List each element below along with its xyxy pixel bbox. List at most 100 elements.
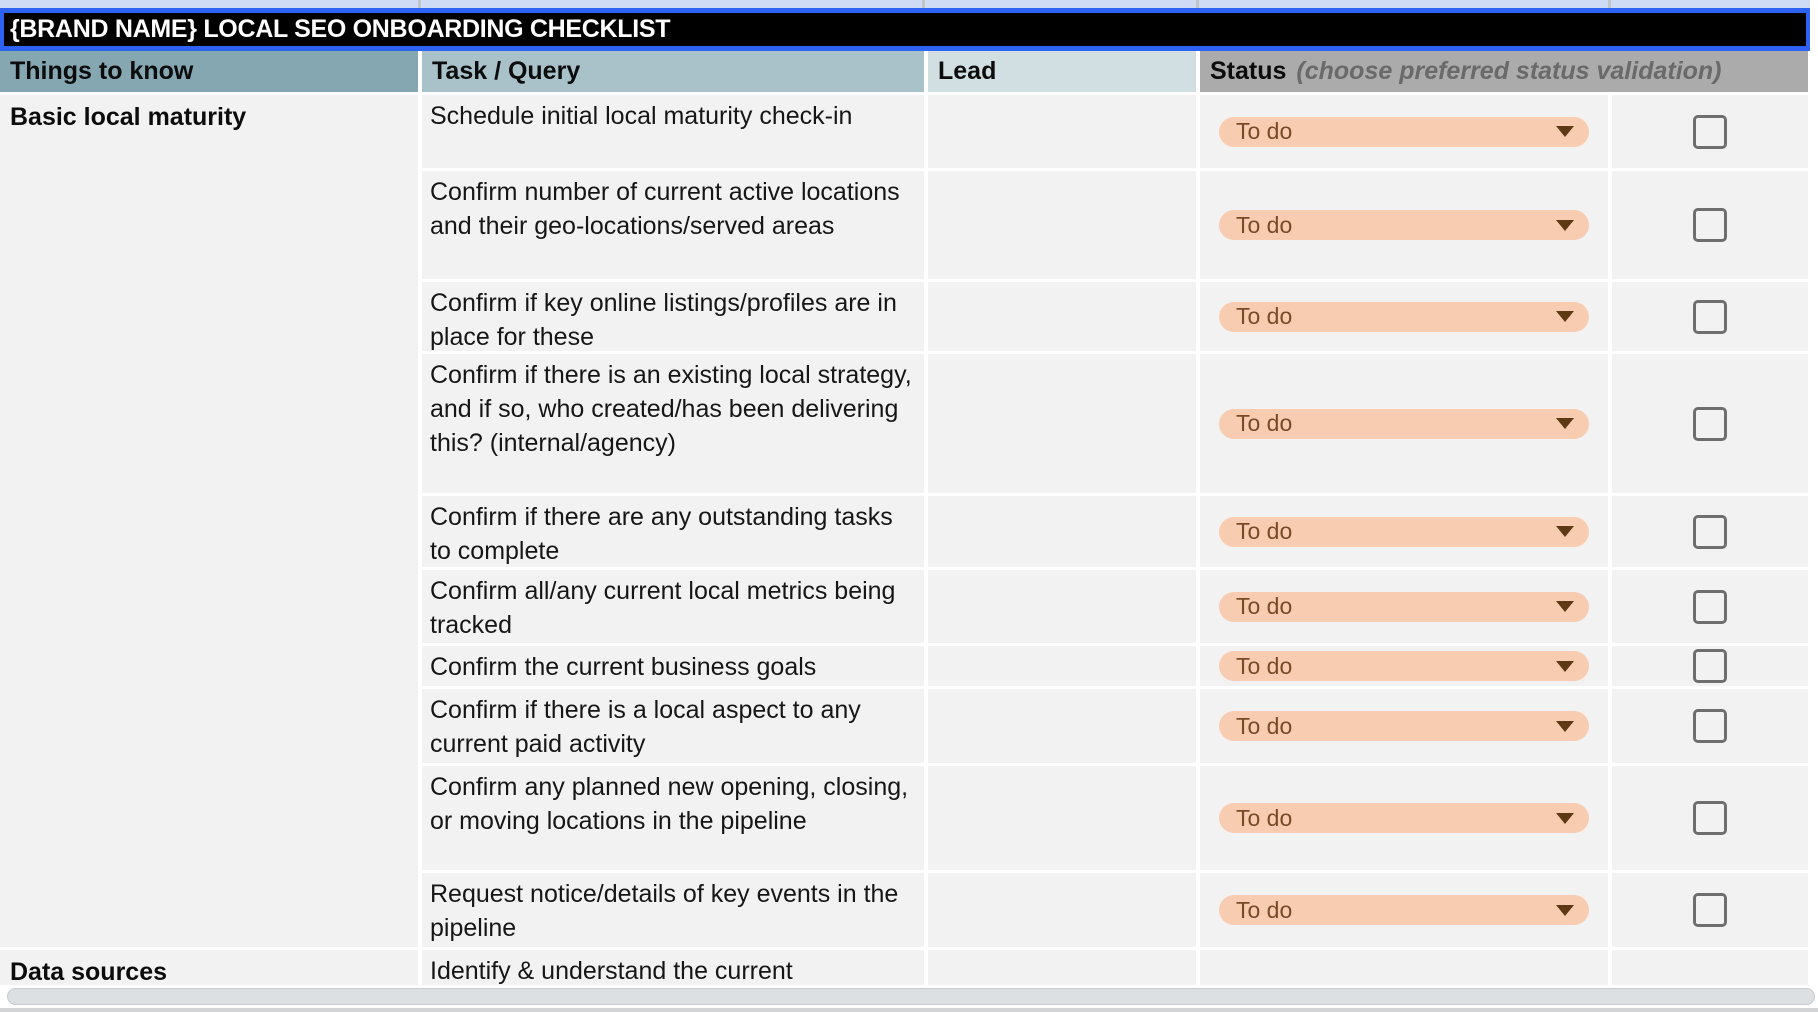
window-bottom-edge bbox=[0, 1008, 1818, 1012]
lead-cell[interactable] bbox=[928, 570, 1196, 643]
status-dropdown[interactable]: To do bbox=[1219, 210, 1589, 240]
task-cell[interactable]: Request notice/details of key events in … bbox=[422, 873, 924, 947]
task-cell[interactable]: Confirm the current business goals bbox=[422, 646, 924, 686]
checkbox-cell[interactable] bbox=[1612, 646, 1808, 686]
status-dropdown-value: To do bbox=[1236, 593, 1293, 619]
lead-cell[interactable] bbox=[928, 171, 1196, 279]
task-cell[interactable]: Confirm if there is an existing local st… bbox=[422, 354, 924, 493]
sheet-title-cell[interactable]: {BRAND NAME} LOCAL SEO ONBOARDING CHECKL… bbox=[4, 13, 1806, 46]
horizontal-scrollbar-track[interactable] bbox=[0, 985, 1818, 1007]
status-dropdown-value: To do bbox=[1236, 118, 1293, 144]
task-text: Confirm if there is an existing local st… bbox=[430, 361, 912, 457]
checkbox-cell[interactable] bbox=[1612, 873, 1808, 947]
task-checkbox[interactable] bbox=[1693, 114, 1727, 149]
task-checkbox[interactable] bbox=[1693, 299, 1727, 334]
status-dropdown[interactable]: To do bbox=[1219, 301, 1589, 332]
group-label-cell[interactable]: Data sources bbox=[0, 950, 418, 985]
column-header-status[interactable]: Status (choose preferred status validati… bbox=[1200, 51, 1808, 92]
status-cell[interactable]: To do bbox=[1200, 873, 1608, 947]
status-dropdown[interactable]: To do bbox=[1219, 516, 1589, 547]
column-header-things-to-know[interactable]: Things to know bbox=[0, 51, 418, 92]
page-title: {BRAND NAME} LOCAL SEO ONBOARDING CHECKL… bbox=[10, 15, 671, 43]
column-header-label: Things to know bbox=[10, 57, 194, 85]
task-checkbox[interactable] bbox=[1693, 649, 1727, 683]
checkbox-cell[interactable] bbox=[1612, 171, 1808, 279]
task-text: Confirm if key online listings/profiles … bbox=[430, 289, 897, 351]
status-dropdown[interactable]: To do bbox=[1219, 651, 1589, 681]
task-checkbox[interactable] bbox=[1693, 589, 1727, 624]
chevron-down-icon bbox=[1556, 904, 1574, 916]
status-dropdown[interactable]: To do bbox=[1219, 116, 1589, 147]
status-cell[interactable]: To do bbox=[1200, 282, 1608, 351]
task-checkbox[interactable] bbox=[1693, 801, 1727, 835]
task-text: Identify & understand the current bbox=[430, 957, 793, 985]
status-cell[interactable]: To do bbox=[1200, 354, 1608, 493]
task-cell[interactable]: Confirm number of current active locatio… bbox=[422, 171, 924, 279]
checkbox-cell[interactable] bbox=[1612, 282, 1808, 351]
task-checkbox[interactable] bbox=[1693, 208, 1727, 242]
status-dropdown-value: To do bbox=[1236, 712, 1293, 739]
status-cell[interactable]: To do bbox=[1200, 496, 1608, 567]
chevron-down-icon bbox=[1556, 418, 1574, 429]
lead-cell[interactable] bbox=[928, 689, 1196, 763]
column-header-label: Status bbox=[1210, 57, 1287, 85]
column-divider bbox=[1196, 0, 1199, 8]
checkbox-cell[interactable] bbox=[1612, 950, 1808, 985]
task-cell[interactable]: Identify & understand the current bbox=[422, 950, 924, 985]
checkbox-cell[interactable] bbox=[1612, 766, 1808, 870]
task-checkbox[interactable] bbox=[1693, 893, 1727, 927]
status-cell[interactable]: To do bbox=[1200, 95, 1608, 168]
status-cell[interactable]: To do bbox=[1200, 766, 1608, 870]
checkbox-cell[interactable] bbox=[1612, 354, 1808, 493]
status-dropdown-value: To do bbox=[1236, 303, 1293, 329]
task-cell[interactable]: Confirm if there are any outstanding tas… bbox=[422, 496, 924, 567]
checklist-table: Things to know Task / Query Lead Status … bbox=[0, 51, 1808, 985]
column-divider bbox=[418, 0, 421, 8]
status-cell[interactable]: To do bbox=[1200, 646, 1608, 686]
task-text: Confirm the current business goals bbox=[430, 653, 817, 681]
group-label-cell[interactable]: Basic local maturity bbox=[0, 95, 418, 947]
column-header-label: Lead bbox=[938, 57, 997, 85]
checkbox-cell[interactable] bbox=[1612, 570, 1808, 643]
status-dropdown[interactable]: To do bbox=[1219, 711, 1589, 741]
lead-cell[interactable] bbox=[928, 95, 1196, 168]
checkbox-cell[interactable] bbox=[1612, 496, 1808, 567]
chevron-down-icon bbox=[1556, 720, 1574, 732]
task-text: Confirm if there is a local aspect to an… bbox=[430, 696, 861, 758]
status-dropdown[interactable]: To do bbox=[1219, 408, 1589, 439]
lead-cell[interactable] bbox=[928, 950, 1196, 985]
task-cell[interactable]: Confirm if there is a local aspect to an… bbox=[422, 689, 924, 763]
task-checkbox[interactable] bbox=[1693, 406, 1727, 441]
group-label: Data sources bbox=[10, 958, 168, 985]
lead-cell[interactable] bbox=[928, 766, 1196, 870]
status-cell[interactable] bbox=[1200, 950, 1608, 985]
task-checkbox[interactable] bbox=[1693, 514, 1727, 549]
lead-cell[interactable] bbox=[928, 354, 1196, 493]
status-cell[interactable]: To do bbox=[1200, 570, 1608, 643]
status-dropdown[interactable]: To do bbox=[1219, 803, 1589, 833]
checkbox-cell[interactable] bbox=[1612, 689, 1808, 763]
task-cell[interactable]: Confirm any planned new opening, closing… bbox=[422, 766, 924, 870]
column-divider bbox=[1608, 0, 1611, 8]
task-cell[interactable]: Confirm if key online listings/profiles … bbox=[422, 282, 924, 351]
column-header-task-query[interactable]: Task / Query bbox=[422, 51, 924, 92]
status-cell[interactable]: To do bbox=[1200, 689, 1608, 763]
lead-cell[interactable] bbox=[928, 282, 1196, 351]
chevron-down-icon bbox=[1556, 812, 1574, 824]
lead-cell[interactable] bbox=[928, 873, 1196, 947]
status-dropdown[interactable]: To do bbox=[1219, 895, 1589, 925]
chevron-down-icon bbox=[1556, 601, 1574, 612]
checkbox-cell[interactable] bbox=[1612, 95, 1808, 168]
status-cell[interactable]: To do bbox=[1200, 171, 1608, 279]
frozen-row-strip bbox=[0, 0, 1810, 8]
column-header-lead[interactable]: Lead bbox=[928, 51, 1196, 92]
status-dropdown-value: To do bbox=[1236, 518, 1293, 544]
lead-cell[interactable] bbox=[928, 496, 1196, 567]
task-cell[interactable]: Schedule initial local maturity check-in bbox=[422, 95, 924, 168]
task-text: Confirm number of current active locatio… bbox=[430, 178, 900, 240]
horizontal-scrollbar-thumb[interactable] bbox=[7, 988, 1815, 1005]
lead-cell[interactable] bbox=[928, 646, 1196, 686]
task-cell[interactable]: Confirm all/any current local metrics be… bbox=[422, 570, 924, 643]
task-checkbox[interactable] bbox=[1693, 709, 1727, 743]
status-dropdown[interactable]: To do bbox=[1219, 591, 1589, 622]
